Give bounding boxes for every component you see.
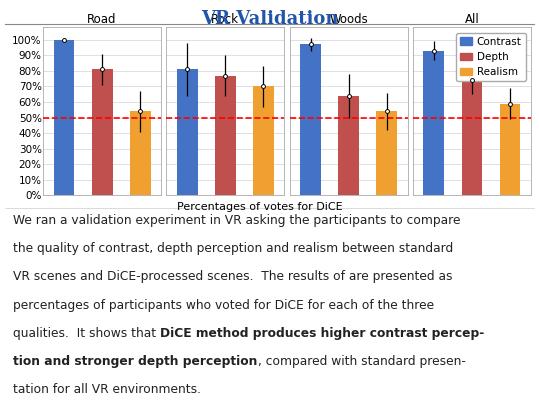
Text: tation for all VR environments.: tation for all VR environments. xyxy=(13,383,202,396)
Bar xyxy=(424,51,444,195)
Bar xyxy=(338,96,359,195)
Text: We ran a validation experiment in VR asking the participants to compare: We ran a validation experiment in VR ask… xyxy=(13,214,461,227)
Text: , compared with standard presen-: , compared with standard presen- xyxy=(258,355,466,368)
Legend: Contrast, Depth, Realism: Contrast, Depth, Realism xyxy=(456,32,526,81)
Bar xyxy=(53,40,74,195)
Bar xyxy=(215,76,236,195)
Title: Rock: Rock xyxy=(211,13,239,26)
Title: Road: Road xyxy=(87,13,117,26)
Bar xyxy=(500,103,521,195)
Bar xyxy=(376,111,397,195)
Title: Woods: Woods xyxy=(329,13,368,26)
Text: VR scenes and DiCE-processed scenes.  The results of are presented as: VR scenes and DiCE-processed scenes. The… xyxy=(13,270,453,284)
Text: Percentages of votes for DiCE: Percentages of votes for DiCE xyxy=(177,202,343,213)
Text: VR Validation: VR Validation xyxy=(201,10,338,29)
Bar xyxy=(177,69,198,195)
Bar xyxy=(253,87,274,195)
Text: qualities.  It shows that: qualities. It shows that xyxy=(13,327,161,340)
Bar xyxy=(300,45,321,195)
Text: DiCE method produces higher contrast percep-: DiCE method produces higher contrast per… xyxy=(161,327,485,340)
Text: the quality of contrast, depth perception and realism between standard: the quality of contrast, depth perceptio… xyxy=(13,242,454,255)
Text: tion and stronger depth perception: tion and stronger depth perception xyxy=(13,355,258,368)
Bar xyxy=(461,80,482,195)
Title: All: All xyxy=(465,13,479,26)
Text: percentages of participants who voted for DiCE for each of the three: percentages of participants who voted fo… xyxy=(13,299,434,312)
Bar xyxy=(130,111,150,195)
Bar xyxy=(92,69,113,195)
